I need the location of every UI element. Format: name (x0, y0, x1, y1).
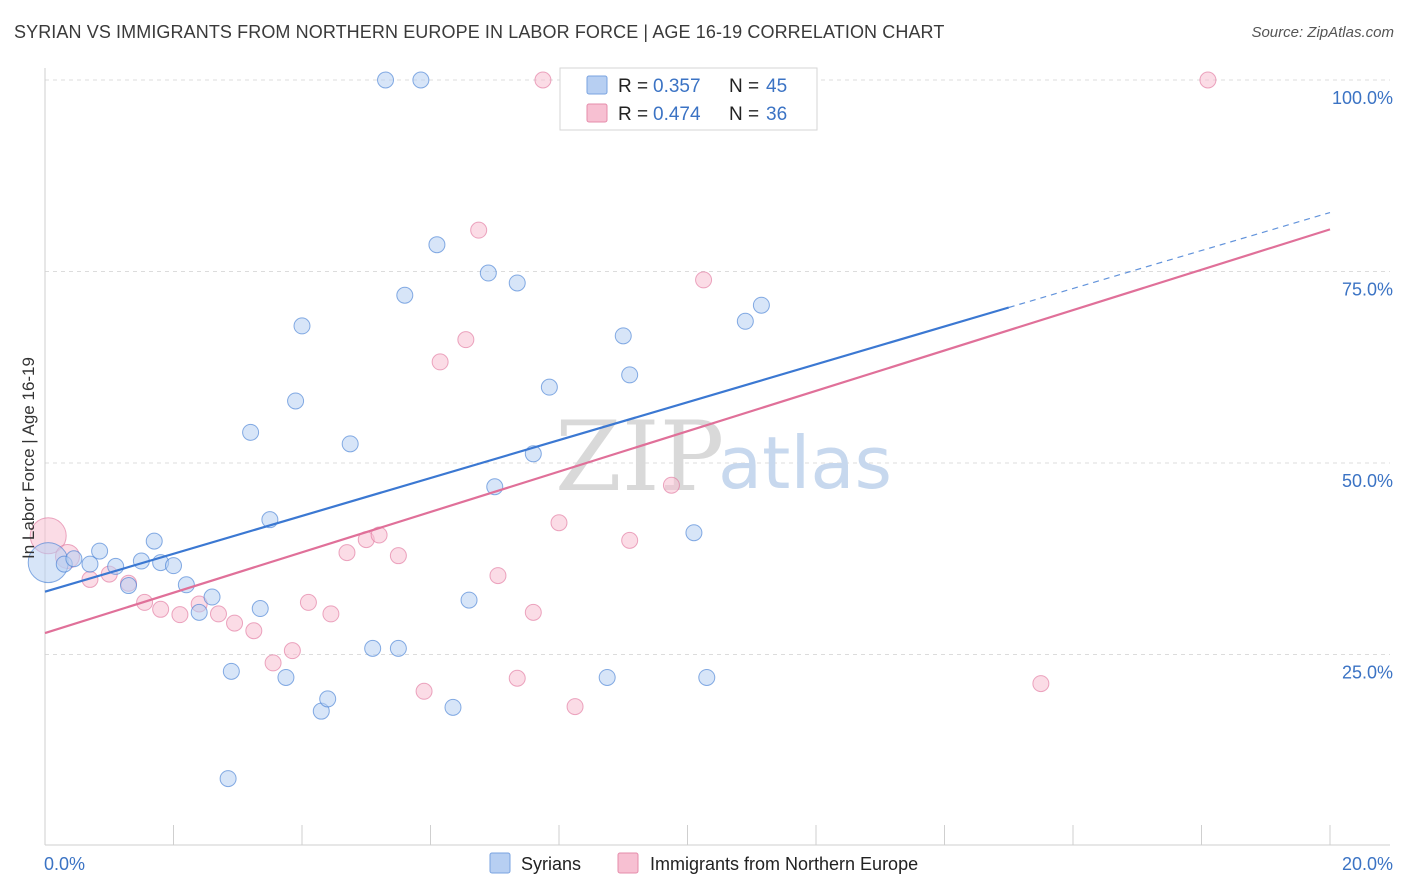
y-tick-label-100: 100.0% (1332, 88, 1393, 108)
point-northern-europe-23 (470, 221, 488, 239)
point-northern-europe-13 (283, 642, 301, 660)
point-northern-europe-14 (299, 593, 317, 611)
x-tick-label-1: 20.0% (1342, 854, 1393, 874)
point-northern-europe-25 (508, 669, 526, 687)
bottom-legend-northern-europe: Immigrants from Northern Europe (650, 854, 918, 874)
legend-r-label-1: R = (618, 76, 648, 97)
point-syrians-39 (614, 327, 632, 345)
watermark: ZIP atlas (555, 401, 892, 513)
point-northern-europe-10 (226, 614, 244, 632)
legend-swatch-syrians (586, 75, 608, 95)
point-syrians-17 (251, 600, 269, 618)
point-syrians-23 (319, 690, 337, 708)
point-northern-europe-16 (338, 544, 356, 562)
legend-r-value-northern-europe: 0.474 (653, 104, 701, 125)
point-syrians-32 (460, 591, 478, 609)
bottom-legend-swatch-syrians (489, 852, 511, 874)
point-northern-europe-27 (534, 71, 552, 89)
point-syrians-10 (165, 557, 182, 575)
point-syrians-37 (540, 378, 558, 396)
point-northern-europe-12 (264, 654, 282, 672)
point-syrians-24 (341, 435, 359, 453)
legend-r-label-2: R = (618, 104, 648, 125)
point-syrians-14 (222, 662, 240, 680)
legend-swatch-northern-europe (586, 103, 608, 123)
y-tick-label-50: 50.0% (1342, 471, 1393, 491)
point-northern-europe-24 (489, 567, 507, 585)
point-northern-europe-6 (152, 600, 170, 618)
point-northern-europe-15 (322, 605, 340, 623)
trend-line-dashed-syrians (1008, 211, 1331, 309)
point-syrians-2 (65, 550, 83, 568)
point-syrians-40 (621, 366, 639, 384)
trend-lines (44, 211, 1331, 635)
point-syrians-4 (91, 542, 109, 560)
point-syrians-20 (287, 392, 305, 410)
y-tick-label-25: 25.0% (1342, 663, 1393, 683)
point-northern-europe-31 (662, 476, 680, 494)
bottom-legend: Syrians Immigrants from Northern Europe (489, 852, 918, 874)
point-syrians-13 (203, 588, 221, 606)
point-syrians-3 (81, 555, 99, 573)
point-syrians-29 (412, 71, 430, 89)
legend: R = 0.357 N = 45 R = 0.474 N = 36 (559, 67, 818, 131)
legend-n-label-1: N = (729, 76, 759, 97)
x-tick-label-0: 0.0% (44, 854, 85, 874)
axes (44, 68, 1390, 846)
point-syrians-16 (242, 423, 260, 441)
point-syrians-12 (190, 603, 208, 621)
trend-line-northern-europe (44, 228, 1331, 635)
point-syrians-6 (120, 577, 138, 595)
point-northern-europe-30 (621, 531, 639, 549)
point-northern-europe-9 (209, 605, 227, 623)
point-syrians-8 (145, 532, 163, 550)
watermark-atlas: atlas (718, 421, 892, 505)
tick-labels: 25.0% 50.0% 75.0% 100.0% 0.0% 20.0% (44, 88, 1393, 874)
point-syrians-30 (428, 236, 446, 254)
legend-r-value-syrians: 0.357 (653, 76, 701, 97)
legend-n-value-syrians: 45 (766, 76, 787, 97)
point-syrians-15 (219, 770, 237, 788)
point-syrians-25 (364, 639, 382, 657)
point-syrians-28 (396, 286, 414, 304)
point-northern-europe-28 (550, 514, 568, 532)
point-northern-europe-26 (524, 603, 542, 621)
chart-source: Source: ZipAtlas.com (1251, 24, 1394, 41)
point-northern-europe-22 (457, 331, 475, 349)
point-northern-europe-32 (695, 271, 713, 289)
point-syrians-44 (752, 296, 770, 314)
point-northern-europe-34 (1032, 675, 1050, 693)
point-syrians-21 (293, 317, 311, 335)
legend-n-value-northern-europe: 36 (766, 104, 787, 125)
point-syrians-42 (698, 668, 716, 686)
point-northern-europe-11 (245, 622, 263, 640)
point-syrians-38 (598, 668, 616, 686)
point-northern-europe-20 (415, 682, 433, 700)
grid-lines (45, 79, 1390, 655)
legend-n-label-2: N = (729, 104, 759, 125)
point-syrians-19 (277, 668, 295, 686)
point-syrians-31 (444, 698, 462, 716)
data-points (27, 71, 1217, 788)
bottom-legend-swatch-northern-europe (617, 852, 639, 874)
point-northern-europe-35 (1199, 71, 1217, 89)
point-syrians-41 (685, 524, 703, 542)
point-syrians-27 (389, 639, 407, 657)
bottom-legend-syrians: Syrians (521, 854, 581, 874)
point-northern-europe-19 (389, 547, 407, 565)
point-northern-europe-29 (566, 698, 584, 716)
point-northern-europe-7 (171, 606, 189, 624)
y-tick-label-75: 75.0% (1342, 280, 1393, 300)
point-syrians-33 (479, 264, 497, 282)
chart-title: SYRIAN VS IMMIGRANTS FROM NORTHERN EUROP… (14, 22, 945, 42)
trend-line-syrians (44, 306, 1010, 593)
point-syrians-43 (736, 312, 754, 330)
y-axis-label: In Labor Force | Age 16-19 (19, 357, 38, 559)
watermark-zip: ZIP (555, 401, 724, 513)
point-syrians-35 (508, 274, 526, 292)
point-syrians-26 (377, 71, 395, 89)
point-northern-europe-21 (431, 353, 449, 371)
